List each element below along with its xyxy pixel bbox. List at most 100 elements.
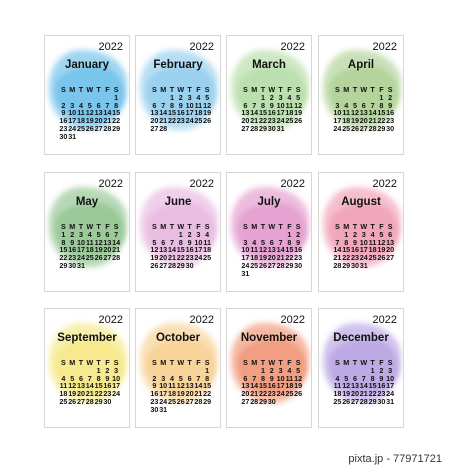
- day-cell: 20: [359, 116, 368, 126]
- day-cell: 17: [159, 389, 168, 399]
- day-cell: 23: [267, 116, 276, 126]
- day-cell: [203, 125, 212, 133]
- day-cell: 14: [112, 237, 121, 247]
- day-cell: 16: [103, 381, 112, 391]
- day-cell: 4: [287, 365, 292, 375]
- day-cell: 10: [276, 100, 285, 110]
- day-cell: 14: [103, 108, 112, 118]
- day-cell: 5: [96, 229, 101, 239]
- day-cell: 25: [203, 253, 212, 263]
- day-cell: 19: [294, 381, 303, 391]
- day-cell: 6: [105, 229, 110, 239]
- weekday-label: T: [187, 85, 192, 94]
- day-cell: 26: [94, 253, 103, 263]
- day-cell: [194, 125, 203, 133]
- day-cell: [386, 262, 395, 270]
- week-row: 16 17 18 19 20 21 22: [59, 117, 121, 125]
- day-cell: 11: [59, 381, 68, 391]
- week-row: 23 24 25 26 27 28 29: [59, 125, 121, 133]
- day-cell: 12: [342, 381, 351, 391]
- weekday-label: T: [169, 358, 175, 367]
- day-cell: [112, 398, 121, 406]
- day-cell: 15: [94, 381, 103, 391]
- week-row: 13 14 15 16 17 18 19: [150, 109, 212, 117]
- day-cell: 12: [85, 108, 94, 118]
- day-cell: 20: [241, 116, 250, 126]
- day-cell: 10: [333, 108, 342, 118]
- day-cell: [194, 406, 203, 414]
- day-cell: 7: [114, 229, 119, 239]
- weekday-label: T: [260, 222, 266, 231]
- day-cell: 13: [241, 108, 250, 118]
- month-name: August: [341, 196, 381, 208]
- day-cell: 10: [159, 381, 168, 391]
- week-row: 26 27 28 29 30: [150, 262, 212, 270]
- day-cell: [94, 133, 103, 141]
- day-cell: 18: [85, 245, 94, 255]
- weekday-label: S: [295, 85, 301, 94]
- week-row: 28 29 30 31: [333, 262, 395, 270]
- day-cell: 31: [68, 131, 77, 141]
- day-cell: 2: [187, 229, 192, 239]
- day-cell: 27: [103, 253, 112, 263]
- week-row: 25 26 27 28 29 30: [59, 398, 121, 406]
- weekday-label: W: [268, 85, 276, 94]
- weekday-label: W: [268, 222, 276, 231]
- watercolor-wash: [49, 50, 127, 130]
- day-cell: 13: [386, 237, 395, 247]
- day-cell: [294, 270, 303, 278]
- day-cell: 4: [78, 100, 83, 110]
- day-cell: 25: [167, 396, 176, 406]
- day-cell: 5: [352, 100, 357, 110]
- day-cell: 8: [61, 237, 66, 247]
- day-cell: 3: [388, 365, 393, 375]
- weekday-label: S: [387, 222, 393, 231]
- day-cell: 7: [335, 237, 340, 247]
- day-cell: 26: [350, 123, 359, 133]
- day-cell: 16: [377, 381, 386, 391]
- day-cell: 25: [285, 116, 294, 126]
- day-cell: 26: [377, 253, 386, 263]
- day-cell: 6: [269, 237, 274, 247]
- day-cell: [285, 125, 294, 133]
- week-row: 6 7 8 9 10 11 12: [150, 101, 212, 110]
- day-cell: 11: [342, 108, 350, 118]
- day-cell: 25: [333, 396, 342, 406]
- day-cell: 20: [150, 116, 159, 126]
- day-cell: 24: [276, 389, 285, 399]
- week-row: 13 14 15 16 17 18 19: [241, 109, 303, 117]
- weekday-label: M: [69, 85, 76, 94]
- watercolor-wash: [231, 323, 309, 403]
- day-cell: 22: [342, 253, 351, 263]
- day-cell: 31: [386, 396, 395, 406]
- day-cell: 19: [342, 389, 351, 399]
- day-cell: 27: [159, 260, 168, 270]
- month-name: July: [257, 196, 281, 208]
- weekday-label: T: [96, 358, 101, 367]
- watercolor-wash: [146, 339, 216, 394]
- day-cell: 24: [76, 253, 85, 263]
- weekday-label: S: [152, 358, 157, 367]
- day-cell: 23: [176, 116, 185, 126]
- weekday-label: F: [287, 222, 292, 231]
- week-row: 30 31: [150, 405, 212, 414]
- day-cell: 20: [267, 253, 276, 263]
- day-cell: 24: [68, 123, 77, 133]
- day-grid: S M T W T F S 1 2 3 4 5 6 7 8 9 10 11 12 13 14 15 16 17 18 19 20 21…: [150, 223, 212, 270]
- week-row: 20 21 22 23 24 25 26: [241, 390, 303, 398]
- day-cell: 25: [59, 396, 68, 406]
- weekday-label: W: [360, 222, 368, 231]
- watercolor-wash: [146, 203, 216, 258]
- day-grid: S M T W T F S 1 2 3 4 5 6 7 8 9 10 11 12 13 14 15 16 17 18 19 20 21…: [333, 86, 395, 133]
- day-cell: 1: [344, 229, 349, 239]
- day-cell: 24: [276, 116, 285, 126]
- day-cell: 29: [342, 260, 351, 270]
- day-cell: 4: [169, 373, 174, 383]
- day-cell: 27: [350, 396, 359, 406]
- day-cell: 31: [241, 268, 250, 278]
- watercolor-wash: [55, 339, 125, 394]
- day-cell: 26: [85, 123, 94, 133]
